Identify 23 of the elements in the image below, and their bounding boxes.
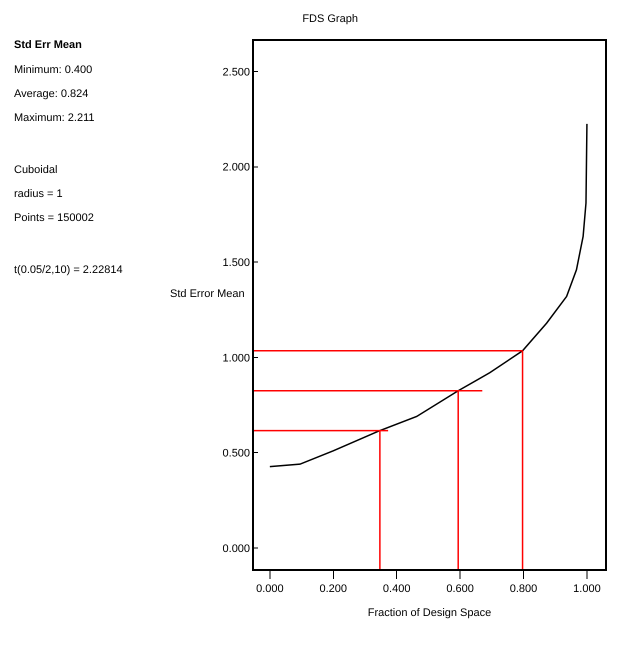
text: Std Err Mean xyxy=(14,39,82,51)
y-tick-label: 2.000 xyxy=(222,162,250,174)
y-tick-label: 0.500 xyxy=(222,448,250,460)
text: Average: 0.824 xyxy=(14,88,88,100)
text: radius = 1 xyxy=(14,188,63,200)
x-tick-label: 0.800 xyxy=(510,583,538,596)
chart-title: FDS Graph xyxy=(302,12,358,25)
text: Minimum: 0.400 xyxy=(14,64,92,76)
y-tick-label: 1.500 xyxy=(222,256,250,269)
y-tick-label: 2.500 xyxy=(222,66,250,78)
y-tick-label: 0.000 xyxy=(222,542,250,555)
text: t(0.05/2,10) = 2.22814 xyxy=(14,264,123,276)
x-tick-label: 0.200 xyxy=(320,583,348,596)
text: Maximum: 2.211 xyxy=(14,112,94,124)
x-tick-label: 0.000 xyxy=(256,583,284,596)
text: Cuboidal xyxy=(14,164,58,176)
y-tick-label: 1.000 xyxy=(222,352,250,364)
x-tick-label: 0.400 xyxy=(382,583,410,596)
y-axis-title: Std Error Mean xyxy=(170,288,245,300)
x-tick-label: 0.600 xyxy=(446,583,474,596)
x-tick-label: 1.000 xyxy=(573,583,601,596)
x-axis-title: Fraction of Design Space xyxy=(368,606,492,619)
text: Points = 150002 xyxy=(14,212,94,224)
